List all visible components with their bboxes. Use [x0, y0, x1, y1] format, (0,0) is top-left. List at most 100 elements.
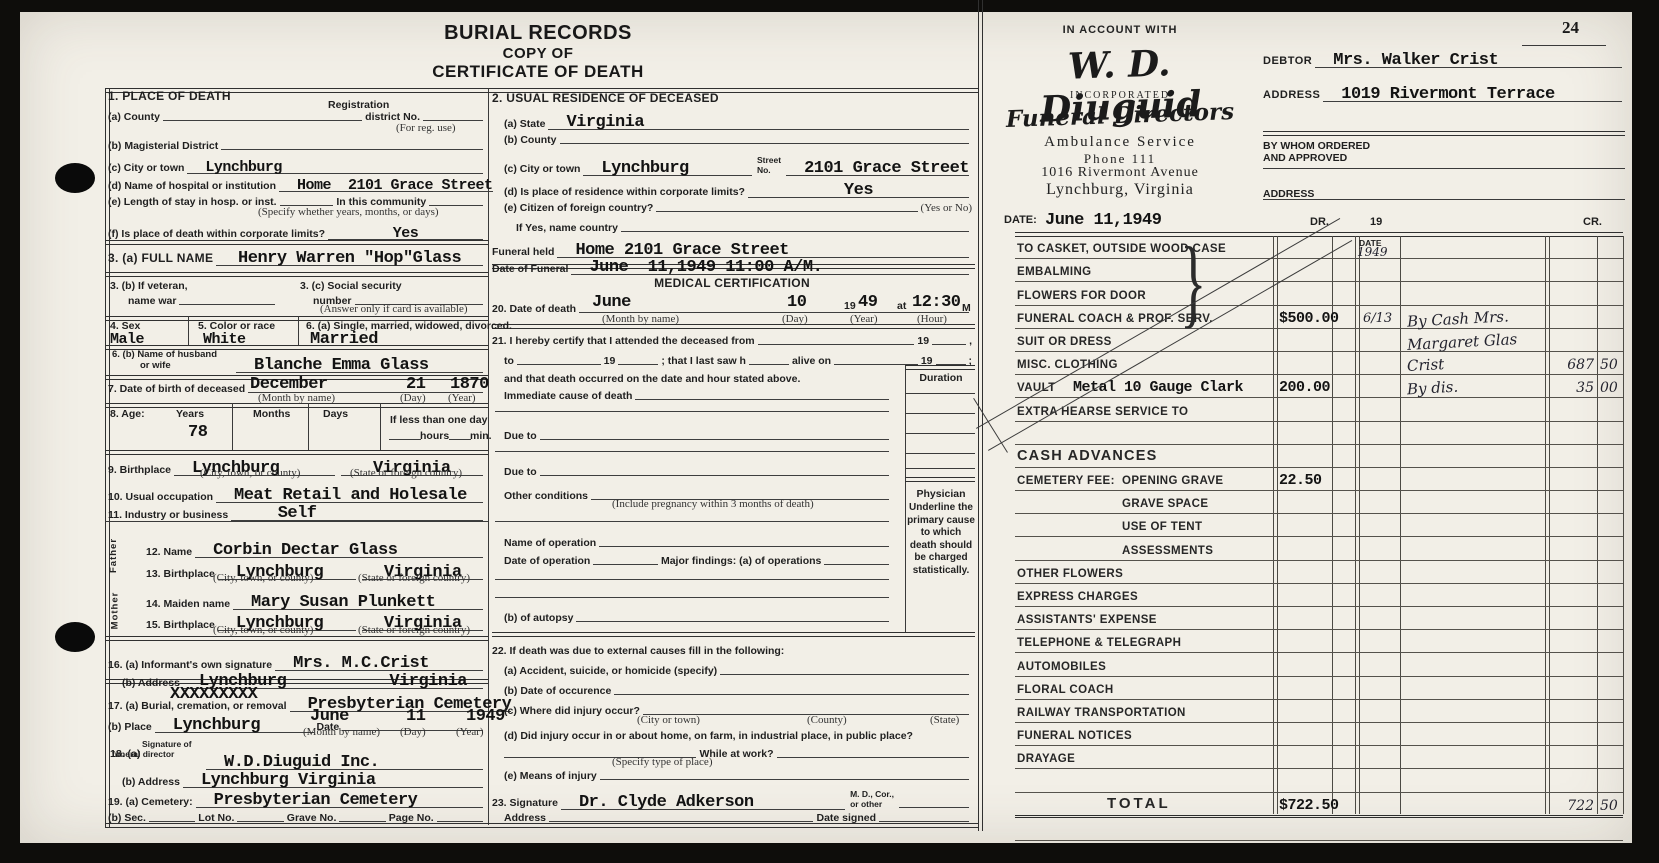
ledger-item-label: MISC. CLOTHING [1017, 359, 1118, 372]
death-day: 10 [787, 293, 807, 312]
section1-title: 1. PLACE OF DEATH [108, 89, 231, 103]
certificate-col-middle: 2. USUAL RESIDENCE OF DECEASED (a) State… [492, 91, 973, 824]
full-name-label: 3. (a) FULL NAME [108, 251, 214, 266]
debtor-block: DEBTOR Mrs. Walker Crist ADDRESS 1019 Rive… [1263, 0, 1625, 240]
ledger-row: CEMETERY FEE: OPENING GRAVE 22.50 [1015, 468, 1623, 492]
age-years-value: 78 [188, 423, 208, 442]
page-subtitle: COPY OF [502, 45, 574, 62]
ledger-item-label: TO CASKET, OUTSIDE WOOD CASE [1017, 243, 1227, 256]
ledger-row: MISC. CLOTHING Crist 687 50 [1015, 352, 1623, 376]
page-number: 24 [1562, 18, 1579, 37]
ledger-row: FUNERAL NOTICES [1015, 723, 1623, 747]
burial-strikeout: XXXXXXXXX [170, 685, 258, 704]
ledger-dr-amount: 200.00 [1279, 379, 1331, 397]
ledger-item-label: FUNERAL NOTICES [1017, 730, 1133, 743]
ledger-row: GRAVE SPACE [1015, 491, 1623, 515]
birthplace-label: 9. Birthplace [108, 463, 172, 476]
ledger-rows: TO CASKET, OUTSIDE WOOD CASE EMBALMING F… [1015, 236, 1623, 841]
burial-label: 17. (a) Burial, cremation, or removal [108, 699, 287, 712]
ledger-item-label: GRAVE SPACE [1122, 498, 1209, 511]
father-birthplace-label: 13. Birthplace [146, 567, 215, 580]
ledger-item-label: CASH ADVANCES [1017, 447, 1158, 464]
age-label: 8. Age: [110, 408, 145, 420]
column-divider [488, 88, 489, 825]
ledger-row: DRAYAGE [1015, 746, 1623, 770]
ledger-dr-amount: $722.50 [1279, 796, 1339, 814]
certificate-col-left: 1. PLACE OF DEATH Registration (a) Count… [108, 89, 512, 824]
date-column-year-handwritten: 1949 [1357, 245, 1388, 259]
ledger-item-label: FUNERAL COACH & PROF. SERV. [1017, 312, 1213, 325]
race-label: 5. Color or race [198, 320, 276, 332]
ledger: DATE 1949 TO CASKET, OUTSIDE WOOD CASE E… [1015, 236, 1624, 841]
magisterial-label: (b) Magisterial District [108, 140, 219, 152]
ledger-item-label: CEMETERY FEE: [1017, 475, 1115, 488]
document-sheet [20, 12, 1632, 843]
ledger-note-handwritten: By dis. [1406, 377, 1459, 399]
occupation-label: 10. Usual occupation [108, 490, 214, 503]
community-label: In this community [336, 196, 427, 208]
ledger-row: TOTAL $722.50 722 50 [1015, 793, 1623, 818]
punch-hole [55, 163, 95, 193]
ledger-cr-cents: 50 [1600, 357, 1618, 374]
ledger-row: VAULT Metal 10 Gauge Clark 200.00 By dis… [1015, 375, 1623, 399]
duration-box-border [905, 365, 906, 632]
burial-month: June [310, 707, 349, 726]
debtor-value: Mrs. Walker Crist [1333, 51, 1499, 70]
ledger-dr-amount: 22.50 [1279, 472, 1322, 490]
mother-birthplace-label: 15. Birthplace [146, 618, 215, 631]
mother-name-label: 14. Maiden name [146, 597, 231, 610]
spouse-value: Blanche Emma Glass [254, 356, 429, 375]
ledger-note-handwritten: Crist [1406, 355, 1445, 376]
ordered-by-label: BY WHOM ORDERED [1263, 140, 1371, 152]
funeral-date-label: Date of Funeral [492, 262, 569, 275]
industry-value: Self [277, 504, 317, 523]
ledger-item-label: TELEPHONE & TELEGRAPH [1017, 637, 1182, 650]
father-rotated-label: Father [108, 537, 120, 574]
industry-label: 11. Industry or business [108, 508, 229, 521]
ledger-note-handwritten: By Cash Mrs. [1406, 307, 1510, 331]
informant-value: Mrs. M.C.Crist [293, 654, 429, 673]
ledger-item-label: ASSESSMENTS [1122, 544, 1214, 557]
street-address-label: 1016 Rivermont Avenue [1041, 165, 1199, 180]
father-name-value: Corbin Dectar Glass [213, 541, 398, 560]
burial-day: 11 [406, 707, 426, 726]
residence-limits-value: Yes [843, 181, 874, 200]
residence-street-value: 2101 Grace Street [804, 158, 969, 178]
funeral-held-value: Home 2101 Grace Street [575, 241, 789, 260]
ledger-item-typed-value: Metal 10 Gauge Clark [1073, 379, 1244, 397]
county-label: (a) County [108, 111, 160, 123]
race-value: White [203, 331, 246, 348]
page-title: BURIAL RECORDS [444, 22, 632, 44]
ssn-sub: (Answer only if card is available) [320, 303, 468, 315]
external-causes-title: 22. If death was due to external causes … [492, 645, 785, 657]
birth-year-value: 1870 [450, 375, 489, 394]
ledger-item-label: RAILWAY TRANSPORTATION [1017, 706, 1186, 719]
ledger-item-label: AUTOMOBILES [1017, 660, 1107, 673]
mother-name-value: Mary Susan Plunkett [251, 593, 436, 612]
death-date-label: 20. Date of death [492, 303, 577, 315]
ledger-item-label: SUIT OR DRESS [1017, 335, 1112, 348]
city-value: Lynchburg [205, 159, 282, 176]
ledger-row: CASH ADVANCES [1015, 445, 1623, 468]
mother-rotated-label: Mother [109, 591, 121, 630]
form-top-border [105, 88, 978, 93]
ledger-entry-date-handwritten: 6/13 [1363, 310, 1393, 326]
ledger-item-label: FLORAL COACH [1017, 683, 1114, 696]
corporate-limits-label: (f) Is place of death within corporate l… [108, 227, 326, 240]
cemetery-value: Presbyterian Cemetery [213, 791, 418, 810]
ledger-row: OTHER FLOWERS [1015, 561, 1623, 584]
ledger-row: USE OF TENT [1015, 514, 1623, 538]
ledger-cr-amount: 722 [1567, 797, 1594, 814]
residence-city-value: Lynchburg [601, 158, 689, 178]
ledger-row: TELEPHONE & TELEGRAPH [1015, 630, 1623, 654]
funeral-director-label: 18. (a) [110, 748, 141, 760]
physician-signature-label: 23. Signature [492, 797, 558, 810]
medical-cert-title: MEDICAL CERTIFICATION [654, 276, 810, 290]
marital-value: Married [310, 330, 378, 349]
ledger-item-label: ASSISTANTS' EXPENSE [1017, 614, 1157, 627]
form-left-border [105, 88, 110, 828]
residence-title: 2. USUAL RESIDENCE OF DECEASED [492, 91, 719, 105]
ledger-item-label: USE OF TENT [1122, 521, 1203, 534]
brace-glyph: } [1180, 226, 1207, 337]
